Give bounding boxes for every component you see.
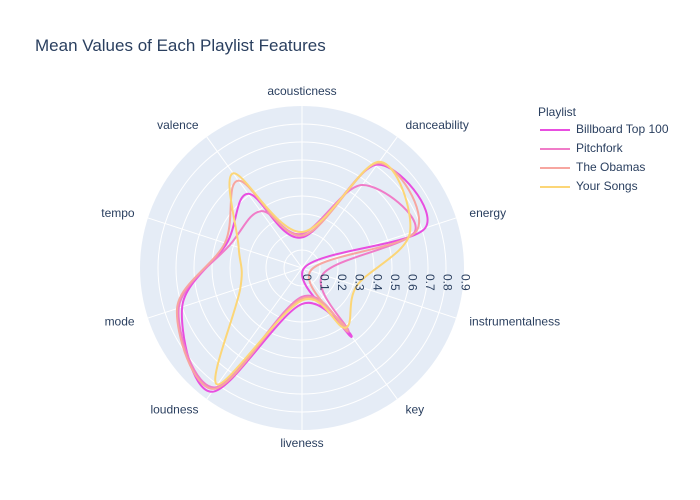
radial-tick-label: 0.1 <box>317 274 331 291</box>
angular-label-mode: mode <box>105 315 135 329</box>
radial-tick-label: 0.2 <box>335 274 349 291</box>
angular-label-acousticness: acousticness <box>267 84 336 98</box>
series-layer <box>176 160 429 393</box>
radial-ticks: 0 0.1 0.2 0.3 0.4 0.5 0.6 0.7 0.8 0.9 <box>300 274 472 291</box>
legend-label-3: Your Songs <box>576 179 638 193</box>
angular-label-liveness: liveness <box>280 436 323 450</box>
legend-label-2: The Obamas <box>576 160 645 174</box>
angular-label-instrumentalness: instrumentalness <box>469 315 560 329</box>
legend-label-0: Billboard Top 100 <box>576 122 669 136</box>
radial-tick-label: 0.3 <box>353 274 367 291</box>
angular-axis-labels: acousticness danceability energy instrument… <box>101 84 560 450</box>
angular-gridline <box>301 267 457 319</box>
angular-gridline <box>301 136 398 269</box>
polar-grid <box>147 106 457 430</box>
radial-tick-label: 0.8 <box>441 274 455 291</box>
angular-label-tempo: tempo <box>101 206 135 220</box>
radial-tick-label: 0.6 <box>405 274 419 291</box>
radial-tick-label: 0.9 <box>458 274 472 291</box>
angular-gridline <box>301 217 457 269</box>
series-line-0 <box>180 163 429 393</box>
radial-tick-label: 0.5 <box>388 274 402 291</box>
angular-label-valence: valence <box>157 118 199 132</box>
legend-title: Playlist <box>538 105 577 119</box>
angular-label-energy: energy <box>469 206 506 220</box>
series-line-2 <box>176 162 420 390</box>
radial-tick-label: 0.4 <box>370 274 384 291</box>
angular-label-key: key <box>406 403 425 417</box>
series-line-3 <box>214 160 412 386</box>
radial-tick-label: 0.7 <box>423 274 437 291</box>
angular-gridline <box>206 267 303 400</box>
angular-label-loudness: loudness <box>150 403 198 417</box>
radial-tick-label: 0 <box>300 274 314 281</box>
angular-gridline <box>206 136 303 269</box>
angular-label-danceability: danceability <box>406 118 469 132</box>
legend: Playlist Billboard Top 100 Pitchfork The O… <box>538 105 669 193</box>
legend-label-1: Pitchfork <box>576 141 624 155</box>
chart-title: Mean Values of Each Playlist Features <box>35 36 326 55</box>
angular-gridline <box>147 267 303 319</box>
